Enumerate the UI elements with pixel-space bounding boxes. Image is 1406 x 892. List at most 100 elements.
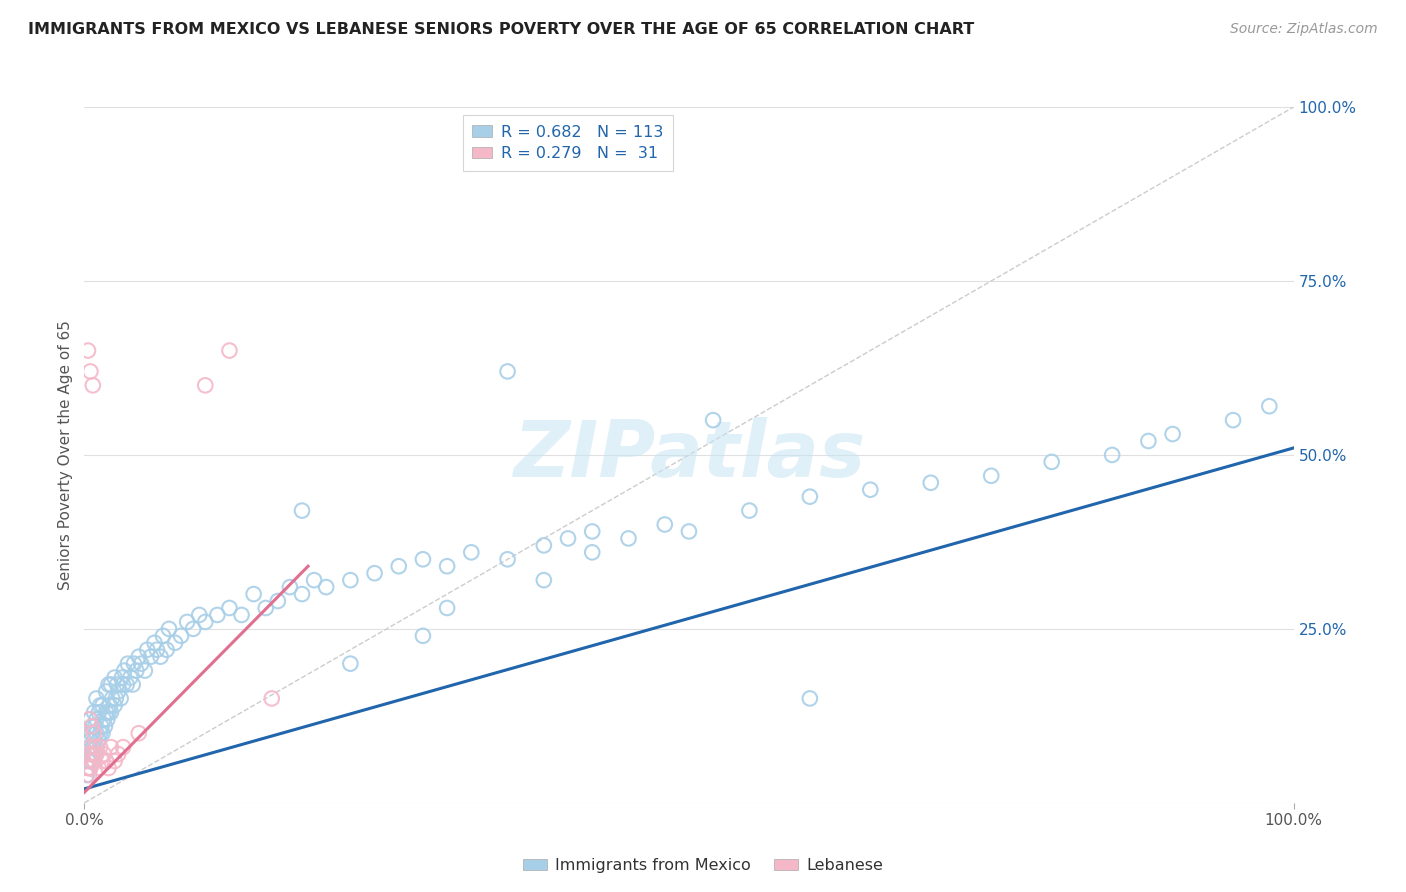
Point: [82, 719, 104, 733]
Point: [363, 566, 385, 581]
Point: [181, 622, 204, 636]
Point: [87, 761, 110, 775]
Point: [152, 629, 174, 643]
Point: [91, 754, 114, 768]
Point: [121, 677, 143, 691]
Point: [218, 601, 240, 615]
Point: [83, 733, 105, 747]
Point: [112, 664, 135, 678]
Point: [77, 343, 100, 358]
Point: [82, 378, 104, 392]
Point: [388, 559, 411, 574]
Point: [100, 706, 122, 720]
Point: [77, 768, 100, 782]
Point: [1137, 434, 1160, 448]
Point: [77, 712, 100, 726]
Point: [799, 691, 821, 706]
Point: [155, 642, 177, 657]
Point: [89, 698, 111, 713]
Point: [79, 733, 101, 747]
Point: [86, 747, 108, 761]
Point: [77, 761, 100, 775]
Point: [339, 573, 361, 587]
Point: [86, 740, 108, 755]
Point: [82, 740, 104, 755]
Point: [86, 726, 108, 740]
Point: [122, 657, 145, 671]
Point: [278, 580, 301, 594]
Point: [80, 754, 103, 768]
Point: [79, 712, 101, 726]
Point: [920, 475, 942, 490]
Point: [129, 657, 152, 671]
Point: [80, 719, 103, 733]
Point: [315, 580, 337, 594]
Point: [194, 615, 217, 629]
Point: [1101, 448, 1123, 462]
Point: [218, 343, 240, 358]
Point: [339, 657, 361, 671]
Point: [291, 503, 314, 517]
Point: [112, 740, 135, 755]
Point: [149, 649, 172, 664]
Point: [112, 677, 135, 691]
Point: [94, 684, 117, 698]
Point: [107, 747, 129, 761]
Point: [139, 649, 162, 664]
Legend: R = 0.682   N = 113, R = 0.279   N =  31: R = 0.682 N = 113, R = 0.279 N = 31: [463, 115, 673, 170]
Point: [79, 761, 101, 775]
Point: [77, 754, 100, 768]
Point: [100, 740, 122, 755]
Point: [859, 483, 882, 497]
Point: [581, 545, 603, 559]
Point: [89, 726, 111, 740]
Point: [194, 378, 217, 392]
Text: IMMIGRANTS FROM MEXICO VS LEBANESE SENIORS POVERTY OVER THE AGE OF 65 CORRELATIO: IMMIGRANTS FROM MEXICO VS LEBANESE SENIO…: [28, 22, 974, 37]
Point: [170, 629, 193, 643]
Point: [86, 712, 108, 726]
Point: [581, 524, 603, 539]
Point: [412, 552, 434, 566]
Point: [93, 747, 115, 761]
Point: [94, 754, 117, 768]
Legend: Immigrants from Mexico, Lebanese: Immigrants from Mexico, Lebanese: [516, 852, 890, 880]
Point: [104, 698, 127, 713]
Point: [188, 607, 211, 622]
Point: [79, 740, 101, 755]
Point: [79, 754, 101, 768]
Point: [83, 726, 105, 740]
Point: [76, 768, 98, 782]
Point: [678, 524, 700, 539]
Point: [104, 671, 127, 685]
Point: [91, 698, 114, 713]
Point: [436, 601, 458, 615]
Point: [110, 691, 132, 706]
Point: [83, 754, 105, 768]
Point: [87, 706, 110, 720]
Point: [111, 671, 134, 685]
Point: [97, 677, 120, 691]
Point: [96, 712, 118, 726]
Point: [82, 747, 104, 761]
Point: [136, 642, 159, 657]
Point: [146, 642, 169, 657]
Point: [104, 754, 127, 768]
Point: [799, 490, 821, 504]
Point: [91, 726, 114, 740]
Point: [79, 364, 101, 378]
Point: [654, 517, 676, 532]
Point: [77, 761, 100, 775]
Point: [84, 719, 107, 733]
Point: [436, 559, 458, 574]
Point: [101, 691, 124, 706]
Point: [533, 538, 555, 552]
Point: [125, 664, 148, 678]
Point: [80, 747, 103, 761]
Point: [100, 677, 122, 691]
Point: [104, 691, 127, 706]
Point: [1161, 427, 1184, 442]
Point: [460, 545, 482, 559]
Point: [115, 677, 138, 691]
Point: [128, 649, 150, 664]
Point: [94, 719, 117, 733]
